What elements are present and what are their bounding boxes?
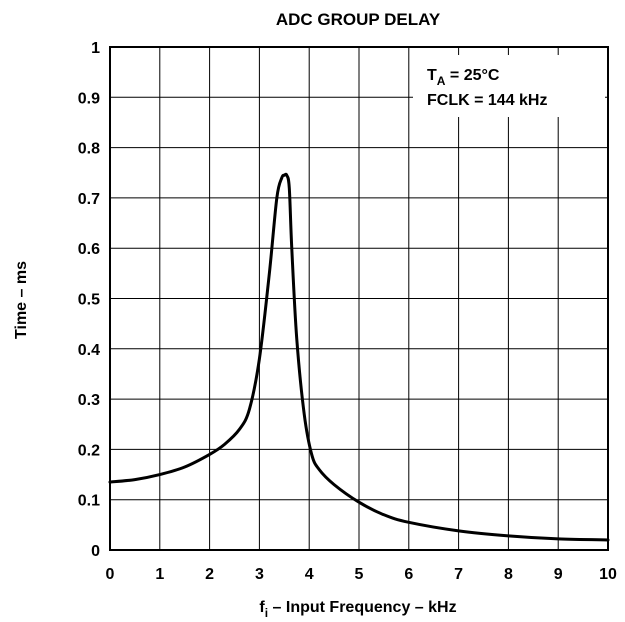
- y-tick-label: 0.7: [78, 191, 100, 208]
- annotation-temperature-post: = 25°C: [445, 67, 499, 84]
- series-line-group-delay: [108, 172, 610, 542]
- y-tick-label: 0: [91, 543, 100, 560]
- x-tick-label: 6: [404, 566, 413, 583]
- x-tick-label: 9: [554, 566, 563, 583]
- x-axis-label-pre: f: [259, 599, 265, 616]
- y-axis-ticks: 0 0.1 0.2 0.3 0.4 0.5 0.6 0.7 0.8 0.9 1: [78, 40, 100, 560]
- y-tick-label: 0.8: [78, 141, 100, 158]
- x-tick-label: 8: [504, 566, 513, 583]
- annotation-box: [413, 55, 605, 117]
- y-axis-label: Time – ms: [13, 261, 30, 339]
- y-tick-label: 1: [91, 40, 100, 57]
- x-axis-label-sub: i: [265, 606, 268, 620]
- y-tick-label: 0.9: [78, 90, 100, 107]
- y-tick-label: 0.5: [78, 292, 100, 309]
- annotation-temperature-pre: T: [427, 67, 437, 84]
- x-tick-label: 2: [205, 566, 214, 583]
- y-tick-label: 0.2: [78, 442, 100, 459]
- x-tick-label: 1: [155, 566, 164, 583]
- x-tick-label: 10: [599, 566, 617, 583]
- x-tick-label: 7: [454, 566, 463, 583]
- x-tick-label: 0: [106, 566, 115, 583]
- y-tick-label: 0.1: [78, 493, 100, 510]
- plot-frame: [109, 46, 609, 551]
- y-tick-label: 0.3: [78, 392, 100, 409]
- x-axis-label: fi – Input Frequency – kHz: [259, 599, 456, 620]
- grid: [109, 46, 609, 551]
- x-axis-label-post: – Input Frequency – kHz: [268, 599, 456, 616]
- annotation-temperature: TA = 25°C: [427, 67, 500, 88]
- y-tick-label: 0.6: [78, 241, 100, 258]
- chart-title: ADC GROUP DELAY: [276, 10, 441, 29]
- annotation-temperature-sub: A: [437, 74, 446, 88]
- x-tick-label: 4: [305, 566, 314, 583]
- x-axis-ticks: 0 1 2 3 4 5 6 7 8 9 10: [106, 566, 617, 583]
- annotation-fclk: FCLK = 144 kHz: [427, 92, 547, 109]
- x-tick-label: 3: [255, 566, 264, 583]
- y-tick-label: 0.4: [78, 342, 100, 359]
- x-tick-label: 5: [355, 566, 364, 583]
